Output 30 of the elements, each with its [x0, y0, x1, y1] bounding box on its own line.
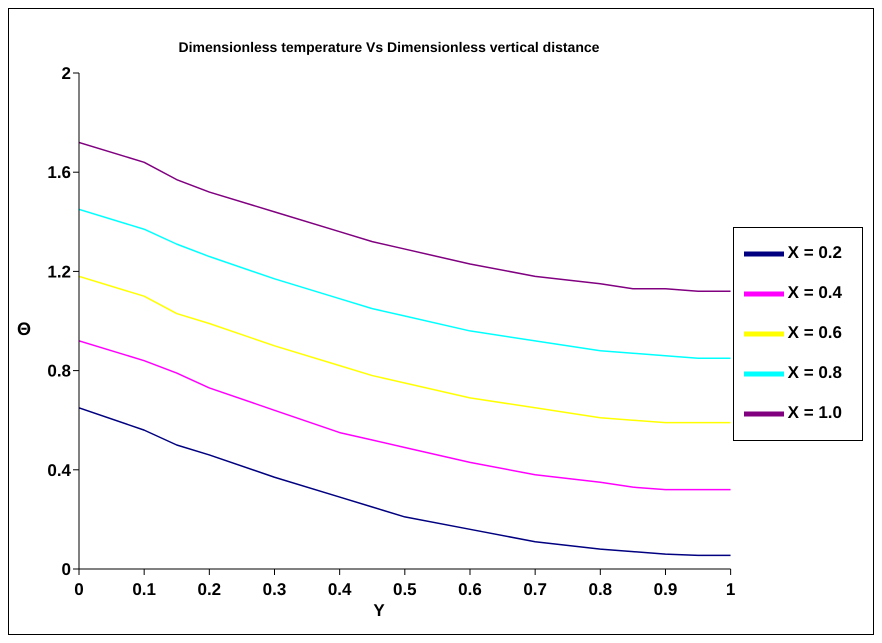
x-tick-label: 0.3: [262, 580, 286, 600]
x-tick-label: 0.2: [198, 580, 222, 600]
y-tick-label: 1.6: [47, 163, 71, 182]
legend-label: X = 0.8: [788, 363, 842, 382]
line-series: [79, 276, 731, 424]
y-tick-label: 0: [62, 560, 71, 580]
chart-title: Dimensionless temperature Vs Dimensionless vertical distance: [178, 39, 600, 55]
x-tick-label: 0.1: [132, 580, 156, 600]
x-tick-label: 0.8: [588, 580, 612, 600]
legend-label: X = 1.0: [788, 403, 842, 422]
legend-label: X = 0.4: [788, 283, 842, 302]
y-tick-label: 1.2: [47, 262, 71, 282]
x-tick-label: 1: [726, 580, 736, 600]
x-tick-label: 0.4: [328, 580, 352, 600]
x-tick-label: 0.5: [393, 580, 417, 600]
line-series: [79, 340, 731, 490]
y-tick-label: 0.8: [47, 362, 71, 381]
x-tick-label: 0.6: [458, 580, 482, 600]
x-tick-label: 0: [74, 580, 84, 600]
x-tick-label: 0.9: [654, 580, 678, 600]
legend-label: X = 0.2: [788, 243, 842, 262]
legend-label: X = 0.6: [788, 323, 842, 342]
x-tick-label: 0.7: [523, 580, 547, 600]
line-series: [79, 407, 731, 556]
y-tick-label: 2: [62, 64, 71, 84]
line-series: [79, 142, 731, 292]
y-tick-label: 0.4: [47, 460, 72, 480]
y-axis-title: Θ: [17, 319, 32, 340]
line-series: [79, 208, 731, 359]
x-axis-title: Y: [372, 601, 386, 621]
